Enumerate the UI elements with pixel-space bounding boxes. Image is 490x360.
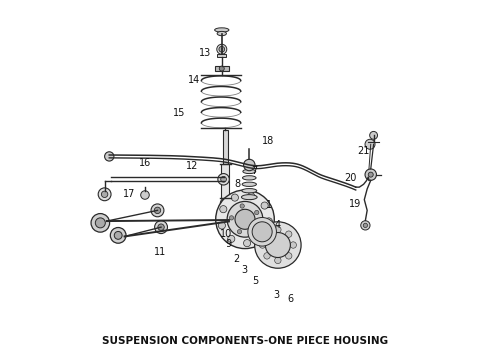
Circle shape	[158, 224, 164, 230]
Ellipse shape	[243, 176, 256, 180]
Bar	[223, 130, 228, 164]
Bar	[221, 164, 229, 198]
Circle shape	[365, 169, 376, 180]
Circle shape	[264, 253, 270, 259]
Text: 7: 7	[251, 166, 257, 176]
Circle shape	[368, 172, 373, 177]
Circle shape	[240, 204, 245, 208]
Ellipse shape	[242, 189, 257, 193]
Circle shape	[244, 239, 251, 247]
Circle shape	[104, 152, 114, 161]
Circle shape	[114, 231, 122, 239]
Text: 5: 5	[252, 276, 259, 286]
Circle shape	[141, 191, 149, 199]
Circle shape	[275, 226, 281, 233]
Ellipse shape	[215, 28, 229, 32]
Circle shape	[235, 209, 255, 229]
Text: 21: 21	[357, 146, 370, 156]
Bar	[218, 54, 226, 57]
Ellipse shape	[217, 31, 226, 36]
Text: 15: 15	[173, 108, 185, 118]
Circle shape	[266, 233, 291, 257]
Circle shape	[228, 235, 235, 243]
Circle shape	[247, 193, 255, 200]
Circle shape	[217, 44, 227, 54]
Circle shape	[227, 202, 263, 237]
Circle shape	[286, 253, 292, 259]
Text: 8: 8	[235, 179, 241, 189]
Circle shape	[101, 191, 108, 198]
Text: 4: 4	[274, 220, 280, 230]
Ellipse shape	[242, 182, 256, 186]
Circle shape	[226, 217, 232, 223]
Circle shape	[253, 226, 257, 230]
Circle shape	[361, 221, 370, 230]
Circle shape	[275, 257, 281, 264]
Circle shape	[237, 230, 242, 234]
Circle shape	[216, 190, 274, 249]
Circle shape	[290, 242, 296, 248]
Circle shape	[244, 159, 255, 171]
Circle shape	[255, 210, 259, 215]
Text: 13: 13	[199, 48, 211, 58]
Text: SUSPENSION COMPONENTS-ONE PIECE HOUSING: SUSPENSION COMPONENTS-ONE PIECE HOUSING	[102, 337, 388, 346]
Circle shape	[259, 242, 266, 248]
Text: 14: 14	[188, 75, 200, 85]
Text: 6: 6	[288, 294, 294, 303]
Circle shape	[365, 139, 375, 149]
Circle shape	[261, 202, 268, 209]
Circle shape	[223, 214, 235, 226]
Circle shape	[369, 131, 377, 139]
Text: 11: 11	[154, 247, 166, 257]
Circle shape	[219, 46, 224, 52]
Text: 9: 9	[226, 239, 232, 249]
Ellipse shape	[243, 169, 256, 174]
Circle shape	[91, 213, 110, 232]
Circle shape	[252, 222, 272, 242]
Circle shape	[220, 206, 227, 213]
Circle shape	[229, 216, 234, 220]
Circle shape	[255, 222, 301, 268]
Circle shape	[218, 174, 229, 185]
Circle shape	[258, 233, 266, 240]
Circle shape	[220, 66, 224, 71]
Circle shape	[96, 218, 105, 228]
Text: 20: 20	[344, 173, 357, 183]
Text: 10: 10	[220, 229, 233, 239]
Text: 17: 17	[122, 189, 135, 199]
Circle shape	[155, 221, 168, 234]
Bar	[215, 66, 229, 71]
Text: 3: 3	[273, 290, 279, 300]
Circle shape	[219, 222, 225, 229]
Text: 16: 16	[139, 158, 151, 168]
Text: 3: 3	[241, 265, 247, 275]
Text: 12: 12	[186, 161, 198, 171]
Circle shape	[154, 207, 161, 213]
Circle shape	[98, 188, 111, 201]
Circle shape	[248, 217, 276, 246]
Circle shape	[264, 231, 270, 237]
Circle shape	[220, 198, 230, 208]
Text: 19: 19	[349, 199, 361, 209]
Circle shape	[363, 223, 368, 228]
Text: 18: 18	[262, 136, 274, 147]
Circle shape	[231, 194, 239, 201]
Circle shape	[265, 218, 272, 225]
Text: 2: 2	[233, 254, 239, 264]
Text: 1: 1	[266, 200, 272, 210]
Circle shape	[110, 228, 126, 243]
Circle shape	[220, 176, 226, 182]
Ellipse shape	[242, 195, 257, 200]
Circle shape	[286, 231, 292, 237]
Circle shape	[151, 204, 164, 217]
